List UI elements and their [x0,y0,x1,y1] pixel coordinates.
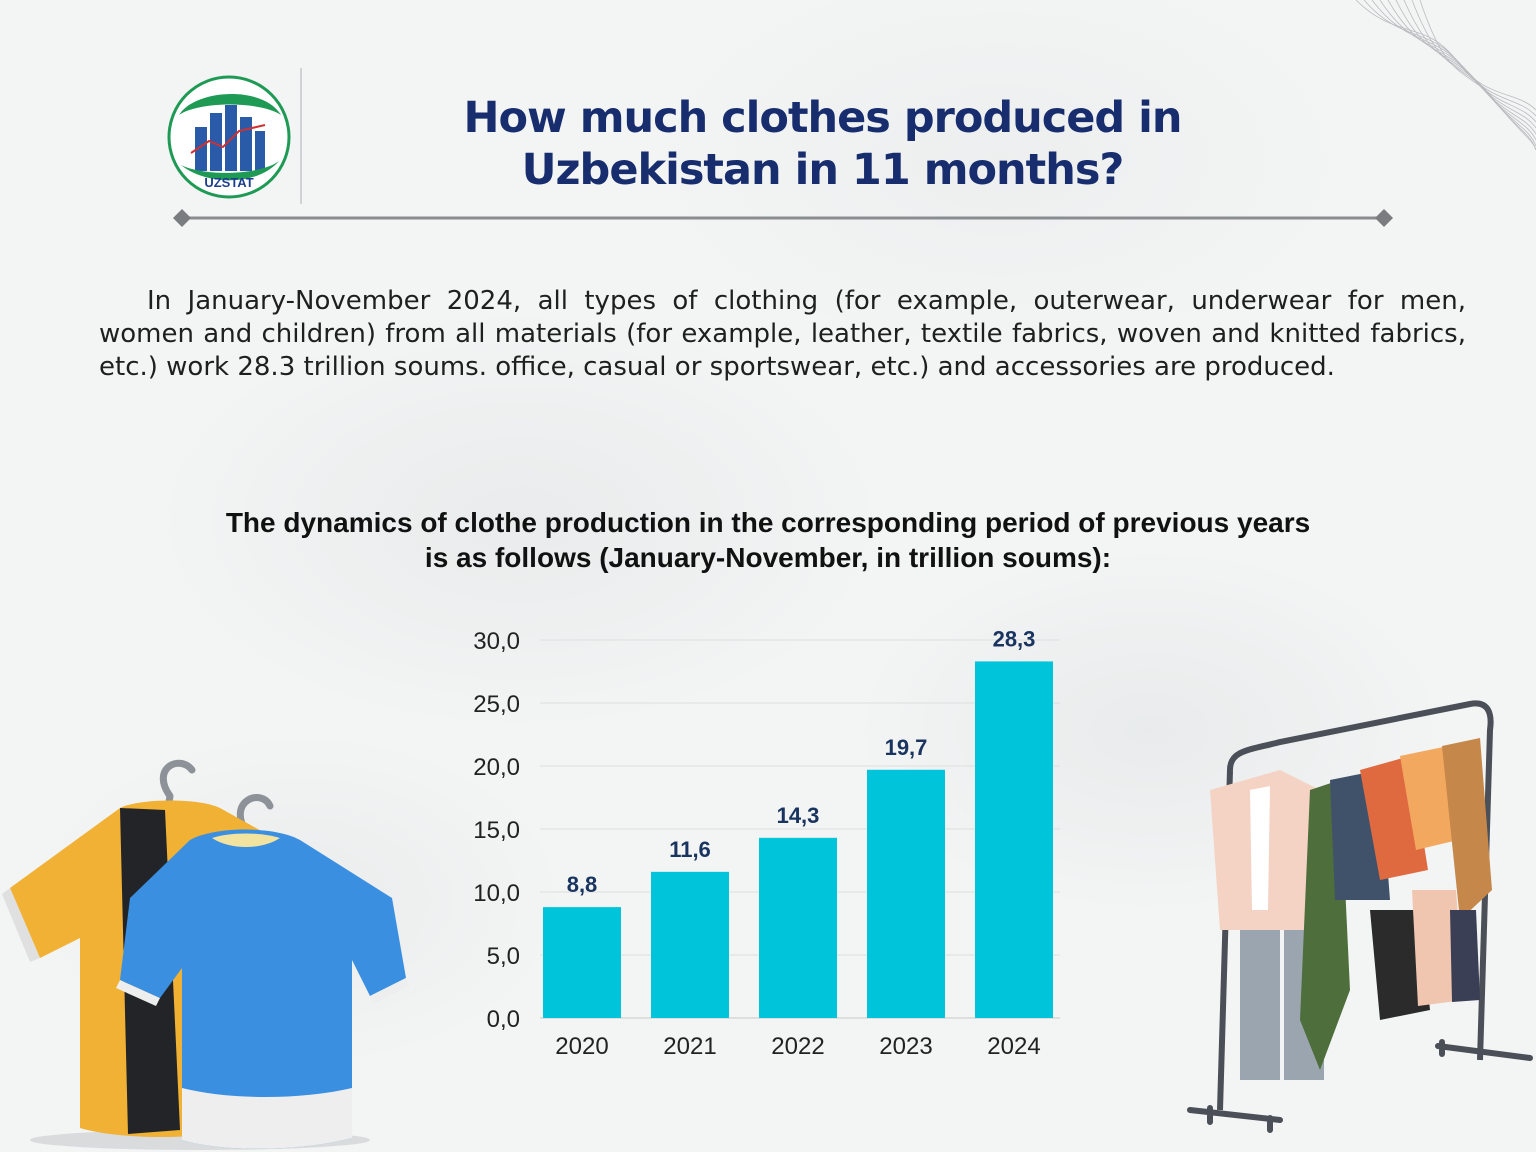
data-label-2021: 11,6 [669,837,711,862]
bar-2024 [975,661,1053,1018]
bar-chart: 0,0 5,0 10,0 15,0 20,0 25,0 30,0 8,8 11,6 14,3 19… [473,626,1060,1060]
x-axis-ticks: 2020 2021 2022 2023 2024 [555,1033,1040,1060]
data-label-2024: 28,3 [993,626,1036,651]
page-title: How much clothes produced in Uzbekistan … [380,92,1265,196]
logo-divider [300,68,302,204]
data-label-2022: 14,3 [777,803,820,828]
page-title-line-1: How much clothes produced in [463,93,1182,143]
clothing-rack-illustration [1187,700,1533,1133]
x-tick-label-2020: 2020 [555,1033,608,1060]
data-label-2023: 19,7 [885,735,928,760]
title-divider [173,209,1393,227]
chart-bars [543,661,1053,1018]
uzstat-logo-icon: UZSTAT [167,75,291,199]
data-label-2020: 8,8 [567,872,598,897]
intro-paragraph: In January-November 2024, all types of c… [99,286,1466,382]
chart-title: The dynamics of clothe production in the… [225,507,1311,573]
y-tick-label: 20,0 [473,754,520,781]
x-tick-label-2023: 2023 [879,1033,932,1060]
y-tick-label: 30,0 [473,628,520,655]
y-tick-label: 15,0 [473,817,520,844]
logo-text: UZSTAT [204,175,253,190]
y-tick-label: 10,0 [473,880,520,907]
x-tick-label-2022: 2022 [771,1033,824,1060]
data-labels: 8,8 11,6 14,3 19,7 28,3 [567,626,1036,897]
y-tick-label: 0,0 [487,1006,520,1033]
y-tick-label: 25,0 [473,691,520,718]
bar-2021 [651,871,729,1018]
bar-2022 [759,837,837,1018]
x-tick-label-2021: 2021 [663,1033,716,1060]
x-tick-label-2024: 2024 [987,1033,1040,1060]
t-shirts-illustration [2,759,410,1150]
page-title-line-2: Uzbekistan in 11 months? [521,145,1125,195]
bar-2020 [543,907,621,1018]
bar-2023 [867,769,945,1018]
decorative-waves [1355,0,1536,150]
y-axis-ticks: 0,0 5,0 10,0 15,0 20,0 25,0 30,0 [473,628,520,1033]
y-tick-label: 5,0 [487,943,520,970]
